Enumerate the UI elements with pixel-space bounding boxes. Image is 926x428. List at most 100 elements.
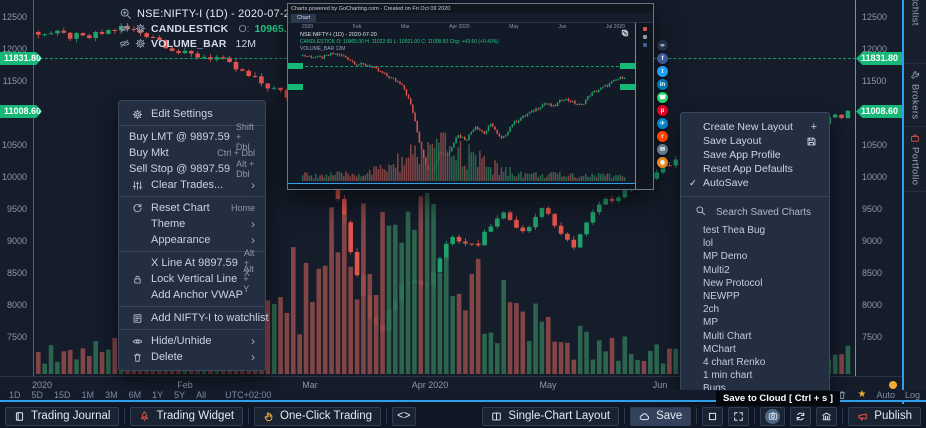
menu-item-label: Clear Trades... xyxy=(151,179,224,191)
saved-chart-item[interactable]: 4 chart Renko xyxy=(703,356,766,368)
sidebar-tab-watchlist[interactable]: Watchlist xyxy=(904,0,926,64)
menu-shortcut: Ctrl + Dbl xyxy=(217,148,255,158)
sidebar-tab-portfolio[interactable]: Portfolio xyxy=(904,127,926,192)
save-button[interactable]: Save xyxy=(630,406,692,426)
trading-journal-button[interactable]: Trading Journal xyxy=(5,406,120,426)
timeframe-button[interactable]: 3M xyxy=(105,390,118,400)
share-link-icon[interactable]: ∞ xyxy=(657,40,668,51)
saved-chart-item[interactable]: test Thea Bug xyxy=(703,225,766,236)
time-axis-label: 2020 xyxy=(31,380,53,390)
open-label: O: xyxy=(238,22,250,35)
fullscreen-button[interactable] xyxy=(728,406,750,426)
copy-icon[interactable] xyxy=(621,29,629,37)
saved-chart-item[interactable]: Multi Chart xyxy=(703,330,752,342)
price-axis-label: 9500 xyxy=(862,204,883,214)
menu-item-hide-unhide[interactable]: Hide/Unhide › xyxy=(119,333,265,349)
timezone-button[interactable]: UTC+02:00 xyxy=(225,390,272,400)
study-name[interactable]: CANDLESTICK xyxy=(151,22,229,35)
menu-item-reset-chart[interactable]: Reset Chart Home xyxy=(119,200,265,216)
saved-chart-item[interactable]: NEWPP xyxy=(703,290,740,302)
saved-chart-item[interactable]: 1 min chart xyxy=(703,370,753,382)
menu-item-autosave[interactable]: ✓ AutoSave xyxy=(681,176,829,190)
menu-item-add-anchor-vwap[interactable]: Add Anchor VWAP xyxy=(119,287,265,303)
price-axis-right[interactable]: 12500 12000 11500 10500 10000 9500 9000 8500 800… xyxy=(858,0,903,390)
saved-chart-item[interactable]: Bugs xyxy=(703,383,726,395)
auto-scale-button[interactable]: Auto xyxy=(876,390,895,400)
search-icon xyxy=(695,205,706,219)
price-axis-label: 12000 xyxy=(862,44,888,54)
linkedin-share-icon[interactable]: in xyxy=(657,79,668,90)
search-input[interactable] xyxy=(714,205,814,219)
study-settings-gear-icon[interactable] xyxy=(135,23,146,34)
code-button[interactable]: <> xyxy=(392,406,416,426)
menu-item-appearance[interactable]: Appearance › xyxy=(119,232,265,248)
twitter-share-icon[interactable]: t xyxy=(657,66,668,77)
saved-chart-item[interactable]: lol xyxy=(703,238,714,250)
menu-item-lock-vertical-line[interactable]: Lock Vertical Line Alt + Y xyxy=(119,264,265,294)
saved-chart-item[interactable]: MP Demo xyxy=(703,251,748,263)
hide-volume-icon[interactable] xyxy=(119,38,130,49)
saved-chart-item[interactable]: MChart xyxy=(703,343,736,355)
eye-icon xyxy=(129,336,145,347)
single-chart-layout-button[interactable]: Single-Chart Layout xyxy=(482,406,620,426)
saved-chart-item[interactable]: MP xyxy=(703,317,718,329)
timeframe-button[interactable]: 1Y xyxy=(152,390,164,400)
timeframe-button[interactable]: 15D xyxy=(54,390,71,400)
menu-item-label: Lock Vertical Line xyxy=(151,273,238,285)
menu-item-sell-stop[interactable]: Sell Stop @ 9897.59 Alt + Dbl xyxy=(119,159,265,179)
timeframe-button[interactable]: 1D xyxy=(9,390,21,400)
menu-item-buy-mkt[interactable]: Buy Mkt Ctrl + Dbl xyxy=(119,145,265,161)
menu-item-add-to-watchlist[interactable]: Add NIFTY-I to watchlist xyxy=(119,310,269,326)
reddit-share-icon[interactable]: r xyxy=(657,131,668,142)
saved-chart-item[interactable]: 2ch xyxy=(703,304,720,316)
log-scale-button[interactable]: Log xyxy=(904,390,920,400)
menu-item-theme[interactable]: Theme › xyxy=(119,216,265,232)
sidebar-tab-brokers[interactable]: Brokers xyxy=(904,64,926,127)
exchange-button[interactable] xyxy=(816,406,838,426)
timeframe-button[interactable]: 5D xyxy=(31,390,44,400)
menu-item-delete[interactable]: Delete › xyxy=(119,349,265,365)
saved-chart-item[interactable]: Multi2 xyxy=(703,264,730,276)
timeframe-button[interactable]: 1M xyxy=(81,390,95,400)
telegram-share-icon[interactable]: ✈ xyxy=(657,118,668,129)
timeframe-button[interactable]: All xyxy=(196,390,207,400)
timeframe-button[interactable]: 6M xyxy=(128,390,142,400)
menu-item-edit-settings[interactable]: Edit Settings xyxy=(119,106,265,122)
price-axis-left[interactable]: 12500 12000 11500 10500 10000 9500 9000 8500 800… xyxy=(0,0,30,390)
menu-item-buy-lmt[interactable]: Buy LMT @ 9897.59 Shift + Dbl xyxy=(119,122,265,152)
price-axis-label: 7500 xyxy=(862,332,883,342)
email-share-icon[interactable]: ✉ xyxy=(657,144,668,155)
hide-study-icon[interactable] xyxy=(119,23,130,34)
whatsapp-share-icon[interactable]: ☎ xyxy=(657,92,668,103)
menu-item-save-layout[interactable]: Save Layout xyxy=(681,134,829,148)
one-click-trading-button[interactable]: One-Click Trading xyxy=(254,406,382,426)
rss-share-icon[interactable]: ◉ xyxy=(657,157,668,168)
menu-item-create-new-layout[interactable]: Create New Layout + xyxy=(681,120,829,134)
facebook-share-icon[interactable]: f xyxy=(657,53,668,64)
saved-charts-search[interactable] xyxy=(681,203,829,221)
publish-button[interactable]: Publish xyxy=(848,406,921,426)
trading-widget-button[interactable]: Trading Widget xyxy=(130,406,244,426)
select-tool-button[interactable] xyxy=(702,406,724,426)
timeframe-button[interactable]: 5Y xyxy=(174,390,186,400)
pinterest-share-icon[interactable]: p xyxy=(657,105,668,116)
price-axis-label: 7500 xyxy=(6,332,27,342)
menu-item-save-app-profile[interactable]: Save App Profile xyxy=(681,148,829,162)
snapshot-button[interactable] xyxy=(760,406,786,426)
menu-item-x-line[interactable]: X Line At 9897.59 Alt + X xyxy=(119,248,265,278)
refresh-button[interactable] xyxy=(790,406,812,426)
symbol-search-icon[interactable] xyxy=(119,7,132,20)
menu-item-reset-app-defaults[interactable]: Reset App Defaults xyxy=(681,162,829,176)
menu-item-clear-trades[interactable]: Clear Trades... › xyxy=(119,177,265,193)
right-axis-border xyxy=(855,0,856,376)
share-glyph: ◉ xyxy=(659,160,666,166)
symbol-title[interactable]: NSE:NIFTY-I (1D) - 2020-07-20 xyxy=(137,7,297,20)
star-favorite-icon[interactable]: ★ xyxy=(857,389,867,400)
volume-study-name[interactable]: VOLUME_BAR xyxy=(151,37,227,50)
saved-chart-item[interactable]: New Protocol xyxy=(703,277,763,289)
preview-time-label: May xyxy=(509,24,519,30)
price-axis-label: 9500 xyxy=(6,204,27,214)
share-glyph: f xyxy=(661,55,664,62)
preview-chart-tab[interactable]: Chart xyxy=(291,13,317,22)
volume-settings-gear-icon[interactable] xyxy=(135,38,146,49)
